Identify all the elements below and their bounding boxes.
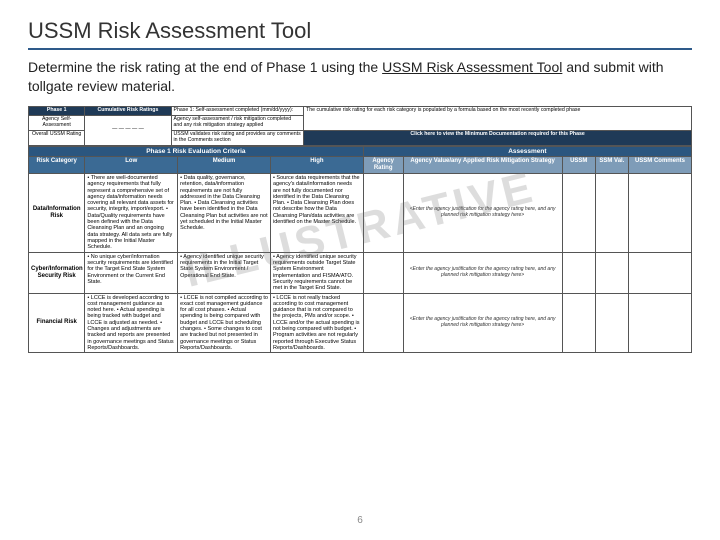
cum-label: Cumulative Risk Ratings [85, 106, 171, 115]
col-low: Low [85, 157, 178, 174]
col-agency-value: Agency Value/any Applied Risk Mitigation… [403, 157, 562, 174]
col-medium: Medium [178, 157, 271, 174]
row-low: • There are well-documented agency requi… [85, 173, 178, 252]
formula-note: The cumulative risk rating for each risk… [304, 106, 692, 130]
row-medium: • LCCE is not compiled according to exac… [178, 293, 271, 353]
row-note[interactable]: <Enter the agency justification for the … [403, 173, 562, 252]
row-medium: • Data quality, governance, retention, d… [178, 173, 271, 252]
row-note[interactable]: <Enter the agency justification for the … [403, 252, 562, 293]
row-category: Financial Risk [29, 293, 85, 353]
criteria-band: Phase 1 Risk Evaluation Criteria [29, 146, 364, 156]
overall-label: Overall USSM Rating [29, 130, 85, 145]
tool-link[interactable]: USSM Risk Assessment Tool [382, 59, 562, 75]
row-ussm-cell[interactable] [562, 252, 595, 293]
page-number: 6 [357, 515, 363, 526]
row-low: • LCCE is developed according to cost ma… [85, 293, 178, 353]
col-risk-category: Risk Category [29, 157, 85, 174]
page-title: USSM Risk Assessment Tool [28, 18, 692, 50]
row-note[interactable]: <Enter the agency justification for the … [403, 293, 562, 353]
risk-tool: ILLUSTRATIVE Phase 1 Cumulative Risk Rat… [28, 106, 692, 354]
criteria-table: Phase 1 Risk Evaluation Criteria Assessm… [28, 146, 692, 354]
row-category: Data/Information Risk [29, 173, 85, 252]
row-comments-cell[interactable] [628, 173, 691, 252]
agency-self: Agency Self-Assessment [29, 115, 85, 130]
row-high: • LCCE is not really tracked according t… [270, 293, 363, 353]
phase-label: Phase 1 [29, 106, 85, 115]
row-ussm-cell[interactable] [562, 293, 595, 353]
row-high: • Source data requirements that the agen… [270, 173, 363, 252]
col-agency-rating: Agency Rating [363, 157, 403, 174]
row-comments-cell[interactable] [628, 252, 691, 293]
col-ssm-val: SSM Val. [595, 157, 628, 174]
row-comments-cell[interactable] [628, 293, 691, 353]
row-ssmval-cell[interactable] [595, 293, 628, 353]
table-row: Financial Risk • LCCE is developed accor… [29, 293, 692, 353]
col-high: High [270, 157, 363, 174]
agency-direction: Agency self-assessment / risk mitigation… [171, 115, 304, 130]
row-ussm-cell[interactable] [562, 173, 595, 252]
rating-dashes: — — — — — [85, 115, 171, 145]
row-ssmval-cell[interactable] [595, 252, 628, 293]
row-high: • Agency identified unique security requ… [270, 252, 363, 293]
top-strip-table: Phase 1 Cumulative Risk Ratings Phase 1:… [28, 106, 692, 146]
row-low: • No unique cyber/information security r… [85, 252, 178, 293]
row-category: Cyber/Information Security Risk [29, 252, 85, 293]
subtitle-pre: Determine the risk rating at the end of … [28, 59, 382, 75]
table-row: Data/Information Risk • There are well-d… [29, 173, 692, 252]
phase-timestamp: Phase 1: Self-assessment completed (mm/d… [171, 106, 304, 115]
col-ussm: USSM [562, 157, 595, 174]
slide-page: USSM Risk Assessment Tool Determine the … [0, 0, 720, 540]
row-agency-rating-cell[interactable] [363, 293, 403, 353]
ussm-direction: USSM validates risk rating and provides … [171, 130, 304, 145]
page-subtitle: Determine the risk rating at the end of … [28, 58, 692, 96]
row-medium: • Agency identified unique security requ… [178, 252, 271, 293]
assessment-band: Assessment [363, 146, 691, 156]
row-agency-rating-cell[interactable] [363, 252, 403, 293]
click-note[interactable]: Click here to view the Minimum Documenta… [304, 130, 692, 145]
col-ussm-comments: USSM Comments [628, 157, 691, 174]
table-row: Cyber/Information Security Risk • No uni… [29, 252, 692, 293]
row-agency-rating-cell[interactable] [363, 173, 403, 252]
row-ssmval-cell[interactable] [595, 173, 628, 252]
